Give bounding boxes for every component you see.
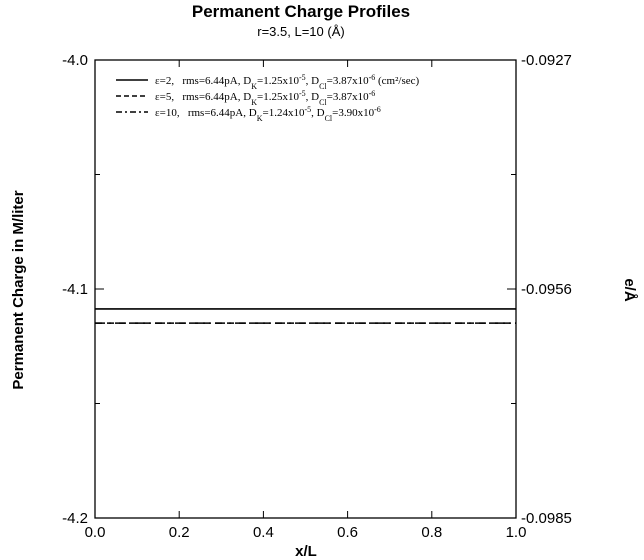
- legend-text-dcl_exp: -6: [374, 105, 381, 114]
- legend-text-dk_exp: -5: [304, 105, 311, 114]
- x-tick-label: 0.8: [421, 524, 442, 541]
- legend-text-dcl_exp: -6: [369, 89, 376, 98]
- y-tick-label: -4.1: [62, 281, 88, 298]
- legend-text-dk_exp: -5: [299, 73, 306, 82]
- legend-text-eps: ε=10,: [155, 107, 180, 119]
- x-axis-label: x/L: [295, 543, 317, 560]
- legend-text-dk_exp: -5: [299, 89, 306, 98]
- tick-marks: [94, 59, 517, 519]
- legend-text-dk: 1.25x10: [263, 75, 299, 87]
- legend-text-dcl: 3.90x10: [338, 107, 374, 119]
- x-tick-label: 0.2: [169, 524, 190, 541]
- y-tick-labels: -4.2 -4.1 -4.0: [62, 52, 88, 527]
- y2-tick-label: -0.0985: [521, 510, 572, 527]
- legend: ε=2, rms=6.44pA, DK=1.25x10-5, DCl=3.87x…: [116, 73, 420, 123]
- chart-title: Permanent Charge Profiles: [192, 2, 410, 21]
- y-axis-label: Permanent Charge in M/liter: [10, 190, 27, 389]
- legend-entry-1: ε=2, rms=6.44pA, DK=1.25x10-5, DCl=3.87x…: [155, 73, 420, 91]
- x-tick-label: 1.0: [506, 524, 527, 541]
- legend-text-dk: 1.24x10: [269, 107, 305, 119]
- x-tick-label: 0.4: [253, 524, 274, 541]
- legend-entry-2: ε=5, rms=6.44pA, DK=1.25x10-5, DCl=3.87x…: [155, 89, 375, 107]
- y2-tick-label: -0.0956: [521, 281, 572, 298]
- legend-text-unit: (cm²/sec): [375, 75, 419, 87]
- legend-entry-3: ε=10, rms=6.44pA, DK=1.24x10-5, DCl=3.90…: [155, 105, 381, 123]
- y2-tick-labels: -0.0985 -0.0956 -0.0927: [521, 52, 572, 527]
- chart-subtitle: r=3.5, L=10 (Å): [257, 24, 344, 39]
- legend-text-rms: rms=6.44pA,: [182, 75, 240, 87]
- legend-text-eps: ε=5,: [155, 91, 174, 103]
- x-tick-label: 0.0: [85, 524, 106, 541]
- series-lines: [95, 308, 516, 324]
- legend-text-dcl: 3.87x10: [333, 75, 369, 87]
- x-tick-labels: 0.0 0.2 0.4 0.6 0.8 1.0: [85, 524, 527, 541]
- legend-text-rms: rms=6.44pA,: [182, 91, 240, 103]
- x-tick-label: 0.6: [337, 524, 358, 541]
- legend-text-dcl_exp: -6: [369, 73, 376, 82]
- y2-tick-label: -0.0927: [521, 52, 572, 69]
- plot-frame: [94, 59, 517, 519]
- y-tick-label: -4.0: [62, 52, 88, 69]
- legend-text-rms: rms=6.44pA,: [188, 107, 246, 119]
- legend-text-dk: 1.25x10: [263, 91, 299, 103]
- legend-text-eps: ε=2,: [155, 75, 174, 87]
- legend-text-dcl: 3.87x10: [333, 91, 369, 103]
- y2-axis-label: e/Å: [621, 278, 638, 302]
- y-tick-label: -4.2: [62, 510, 88, 527]
